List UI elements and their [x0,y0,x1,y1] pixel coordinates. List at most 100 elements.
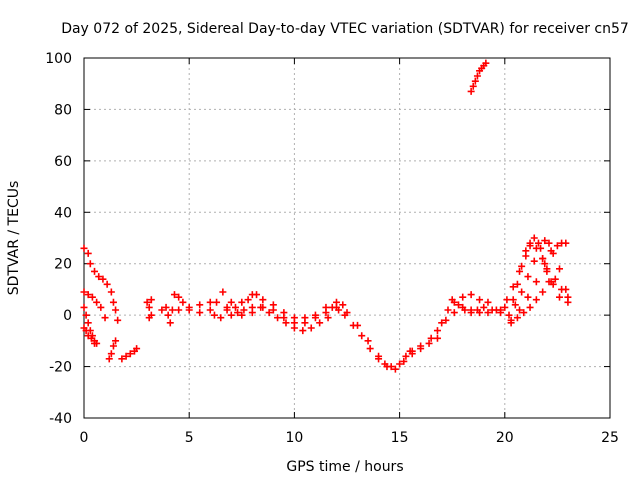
data-point [341,311,349,319]
data-point [210,311,218,319]
data-point [532,296,540,304]
data-point [101,314,109,322]
data-point [488,306,496,314]
data-point [84,319,92,327]
x-tick-label: 20 [496,430,514,446]
data-point [91,267,99,275]
data-point [467,291,475,299]
data-point [433,327,441,335]
series-track-8 [158,288,227,327]
data-point [471,77,479,85]
data-point [484,309,492,317]
data-point [524,273,532,281]
data-point [511,301,519,309]
data-point [282,319,290,327]
data-point [349,321,357,329]
data-point [473,306,481,314]
data-point [484,298,492,306]
data-point [196,309,204,317]
data-point [213,298,221,306]
data-point [383,363,391,371]
data-point [534,239,542,247]
series-track-12 [238,303,416,371]
data-point [505,311,513,319]
data-point [95,273,103,281]
data-point [238,298,246,306]
data-point [103,280,111,288]
data-point [299,327,307,335]
data-point [88,293,96,301]
data-point [503,296,511,304]
data-point [467,309,475,317]
data-point [467,87,475,95]
data-point [339,301,347,309]
data-point [259,296,267,304]
axis-ticks: 0 5 10 15 20 25 -40 -20 0 20 40 60 80 100 [45,51,619,446]
data-point [269,306,277,314]
series-track-5 [105,337,120,363]
data-point [84,291,92,299]
series-track-19 [505,237,572,319]
series-track-21 [509,239,564,304]
series-track-14 [406,291,492,355]
data-point [105,355,113,363]
data-point [114,316,122,324]
series-track-15 [433,303,509,335]
data-point [126,350,134,358]
data-point [86,260,94,268]
data-point [558,285,566,293]
data-point [179,298,187,306]
data-point [461,306,469,314]
y-tick-label: 80 [54,102,72,118]
data-point [473,72,481,80]
data-point [185,306,193,314]
data-points [80,59,572,373]
data-point [450,309,458,317]
data-point [549,280,557,288]
series-track-4 [80,324,99,347]
y-tick-label: 40 [54,205,72,221]
data-point [274,314,282,322]
data-point [516,306,524,314]
data-point [551,275,559,283]
data-point [175,306,183,314]
data-point [91,339,99,347]
data-point [532,244,540,252]
data-point [162,303,170,311]
data-point [516,267,524,275]
series-track-11 [227,303,332,335]
data-point [118,355,126,363]
y-tick-label: 100 [45,51,72,67]
data-point [556,293,564,301]
data-point [158,306,166,314]
x-tick-label: 25 [601,430,619,446]
data-point [244,296,252,304]
data-point [80,244,88,252]
data-point [427,334,435,342]
grid-lines [84,58,610,418]
data-point [335,306,343,314]
data-point [513,280,521,288]
data-point [469,82,477,90]
data-point [168,306,176,314]
series-track-17 [467,59,490,95]
data-point [82,327,90,335]
data-point [290,319,298,327]
data-point [444,306,452,314]
data-point [227,311,235,319]
series-track-9 [175,298,235,322]
data-point [448,296,456,304]
data-point [112,306,120,314]
data-point [231,303,239,311]
data-point [547,247,555,255]
data-point [109,298,117,306]
data-point [240,306,248,314]
data-point [109,342,117,350]
data-point [530,234,538,242]
data-point [482,59,490,67]
data-point [518,262,526,270]
data-point [307,324,315,332]
data-point [248,309,256,317]
data-point [501,303,509,311]
